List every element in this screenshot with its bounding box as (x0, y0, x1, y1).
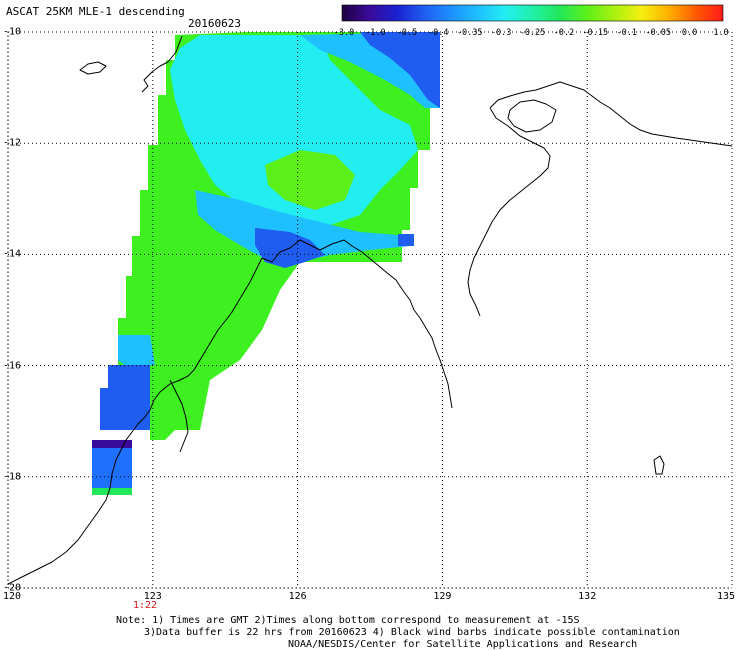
swath-region-blue-north (360, 32, 440, 108)
colorbar-label: -0.5 (396, 28, 418, 38)
wind-swath (92, 32, 440, 495)
swath-region-lightblue-mid (195, 190, 410, 262)
latitude-label: -10 (3, 26, 22, 38)
latitude-label: -16 (3, 360, 22, 372)
coastline-island-b (653, 455, 665, 475)
product-title: ASCAT 25KM MLE-1 descending (6, 5, 185, 18)
colorbar-label: -0.3 (490, 28, 512, 38)
colorbar-label: 0.0 (681, 28, 698, 38)
coastline-peninsula (169, 379, 189, 453)
swath-region-blue-south (100, 365, 150, 430)
colorbar-label: -0.35 (456, 28, 483, 38)
coastline-top-end (467, 81, 732, 317)
coastline-tiwi (507, 99, 557, 133)
swath-time-label: 1:22 (133, 600, 158, 611)
note-line-3: NOAA/NESDIS/Center for Satellite Applica… (288, 639, 638, 650)
swath-strip-indigo (92, 440, 132, 448)
colorbar-label: 1.0 (713, 28, 729, 38)
colorbar-label: -0.15 (582, 28, 609, 38)
coastline-island-a (79, 61, 107, 75)
latitude-label: -12 (3, 137, 22, 149)
colorbar-label: -0.2 (553, 28, 575, 38)
colorbar-label: -0.05 (645, 28, 671, 38)
longitude-label: 135 (716, 591, 736, 602)
product-date: 20160623 (188, 17, 241, 30)
colorbar-label: -1.0 (365, 28, 386, 38)
longitude-label: 129 (433, 591, 452, 602)
swath-region-green-center (265, 150, 355, 210)
swath-region-cyan-south (118, 335, 155, 368)
longitude-label: 132 (578, 591, 597, 602)
colorbar (341, 4, 724, 22)
coastline-kimberley (8, 35, 453, 585)
longitude-label: 120 (2, 591, 22, 602)
swath-strip-green (92, 488, 132, 495)
latitude-label: -18 (3, 471, 22, 483)
longitude-label: 126 (288, 591, 307, 602)
colorbar-label: -0.1 (616, 28, 637, 38)
colorbar-label: -0.25 (519, 28, 546, 38)
swath-region-cyan (170, 35, 418, 228)
coastlines (8, 35, 732, 585)
colorbar-label: -0.4 (428, 28, 449, 38)
swath-region-blue-patch (398, 234, 414, 246)
longitude-label: 123 (143, 591, 162, 602)
note-line-1: Note: 1) Times are GMT 2)Times along bot… (116, 615, 580, 626)
latitude-label: -20 (3, 582, 22, 594)
note-line-2: 3)Data buffer is 22 hrs from 20160623 4)… (144, 627, 680, 638)
latitude-label: -14 (3, 248, 22, 260)
colorbar-label: -3.0 (333, 28, 355, 38)
